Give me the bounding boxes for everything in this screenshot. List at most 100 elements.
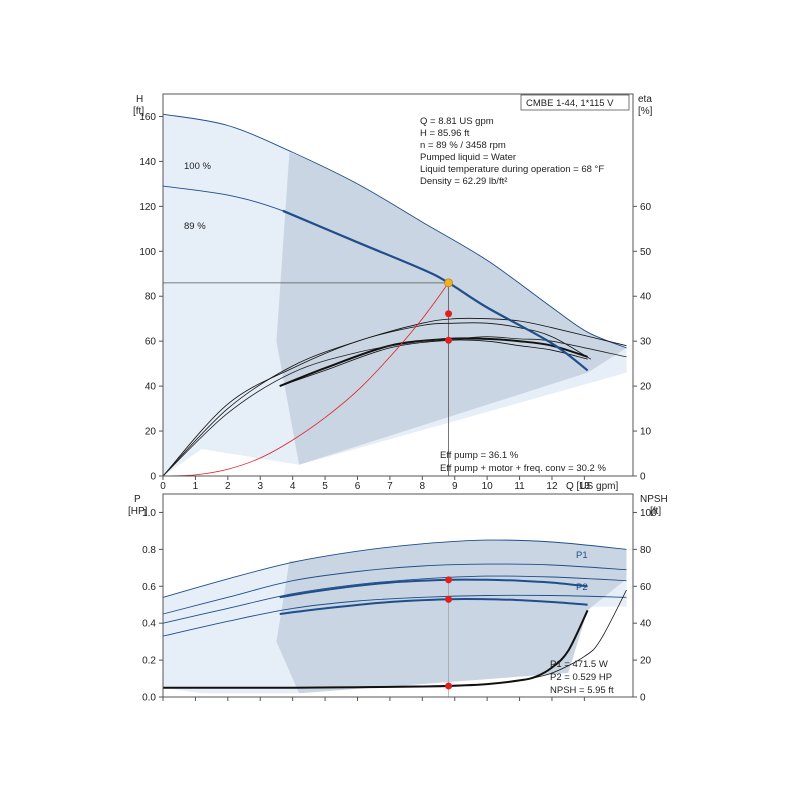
x-tick-label: 13 [579,481,591,492]
top-y2-ticks: 0 10 20 30 40 50 60 [633,202,652,483]
h-axis-unit: [ft] [133,106,144,117]
top-dark-band [276,152,627,465]
x-tick-label: 3 [257,481,263,492]
duty-marker [445,336,453,344]
operating-point [444,278,453,288]
npsh-tick-label: 80 [640,545,652,556]
p-tick-label: 0.0 [142,693,156,704]
head-curve-100 [162,113,627,349]
x-tick-label: 7 [387,481,393,492]
y-tick-label: 160 [139,112,156,123]
power-curve [162,563,627,615]
efficiency-curve [279,339,588,387]
chart-title: CMBE 1-44, 1*115 V [526,98,614,109]
h-axis-label: H [136,94,143,105]
eff-total-text: Eff pump + motor + freq. conv = 30.2 % [440,463,606,474]
top-plot-border [162,93,634,477]
p-tick-label: 0.8 [142,545,156,556]
p-tick-label: 1.0 [142,508,156,519]
bottom-curves [162,539,627,689]
power-curve [162,539,627,598]
npsh-curve [163,589,627,689]
info-line-liquid: Pumped liquid = Water [420,152,516,163]
npsh-axis-label: NPSH [640,494,668,505]
p-tick-label: 0.6 [142,582,156,593]
info-line-density: Density = 62.29 lb/ft² [420,176,507,187]
y2-tick-label: 60 [640,202,652,213]
bottom-plot-border [162,493,634,698]
npsh-tick-label: 0 [640,693,646,704]
efficiency-curve-active [279,337,588,388]
top-operating-range [163,114,627,476]
x-tick-label: 0 [160,481,166,492]
efficiency-curve [162,322,592,477]
y2-tick-label: 20 [640,382,652,393]
y-tick-label: 100 [139,247,156,258]
x-tick-label: 5 [322,481,328,492]
series-label-p1: P1 [576,550,588,561]
x-tick-label: 8 [420,481,426,492]
duty-marker [445,595,453,603]
bottom-operating-range [163,540,627,694]
bottom-y-ticks: 0.0 0.2 0.4 0.6 0.8 1.0 [142,508,163,704]
x-tick-label: 9 [452,481,458,492]
info-line-n: n = 89 % / 3458 rpm [420,140,506,151]
top-y-ticks: 0 20 40 60 80 100 120 140 160 [139,112,163,483]
x-tick-label: 12 [546,481,558,492]
power-curve [162,594,627,637]
y2-tick-label: 30 [640,337,652,348]
readout-p2: P2 = 0.529 HP [550,672,612,683]
y-tick-label: 140 [139,157,156,168]
power-curve-active [279,597,588,615]
series-label-p2: P2 [576,582,588,593]
y-tick-label: 80 [145,292,157,303]
x-tick-label: 11 [514,481,525,492]
p-tick-label: 0.2 [142,656,156,667]
duty-marker [445,682,453,690]
x-tick-label: 6 [355,481,361,492]
power-curve-active [279,578,588,599]
readout-npsh: NPSH = 5.95 ft [550,685,614,696]
x-tick-label: 1 [193,481,199,492]
top-markers [444,278,453,344]
y2-tick-label: 10 [640,427,652,438]
info-line-h: H = 85.96 ft [420,128,470,139]
y2-tick-label: 40 [640,292,652,303]
duty-marker [445,576,453,584]
efficiency-curve [162,336,627,477]
npsh-tick-label: 20 [640,656,652,667]
x-tick-label: 2 [225,481,231,492]
speed-label-100: 100 % [184,161,211,172]
x-tick-label: 10 [482,481,494,492]
readout-p1: P1 = 471.5 W [550,659,608,670]
npsh-tick-label: 60 [640,582,652,593]
p-axis-unit: [HP] [128,506,148,517]
p-axis-label: P [134,494,141,505]
y-tick-label: 40 [145,382,157,393]
p-tick-label: 0.4 [142,619,156,630]
top-x-ticks: 0 1 2 3 4 5 6 7 8 9 10 11 12 13 [160,476,590,492]
efficiency-curve [162,317,627,477]
y-tick-label: 120 [139,202,156,213]
bottom-y2-ticks: 0 20 40 60 80 100 [633,508,657,704]
npsh-tick-label: 100 [640,508,657,519]
npsh-axis-unit: [ft] [650,506,661,517]
x-tick-label: 4 [290,481,296,492]
y-tick-label: 60 [145,337,157,348]
duty-marker [445,310,453,318]
y-tick-label: 20 [145,427,157,438]
npsh-tick-label: 40 [640,619,652,630]
eta-axis-label: eta [638,94,652,105]
y-tick-label: 0 [150,472,156,483]
y2-tick-label: 50 [640,247,652,258]
eta-axis-unit: [%] [638,106,653,117]
x-axis-unit: Q [US gpm] [566,481,618,492]
title-box [520,94,630,111]
power-curve [162,575,627,624]
eff-pump-text: Eff pump = 36.1 % [440,450,519,461]
power-npsh-panel: P [HP] NPSH [ft] 0.0 0.2 0.4 0.6 0.8 1.0 0 20 4… [128,493,668,704]
info-line-q: Q = 8.81 US gpm [420,116,494,127]
